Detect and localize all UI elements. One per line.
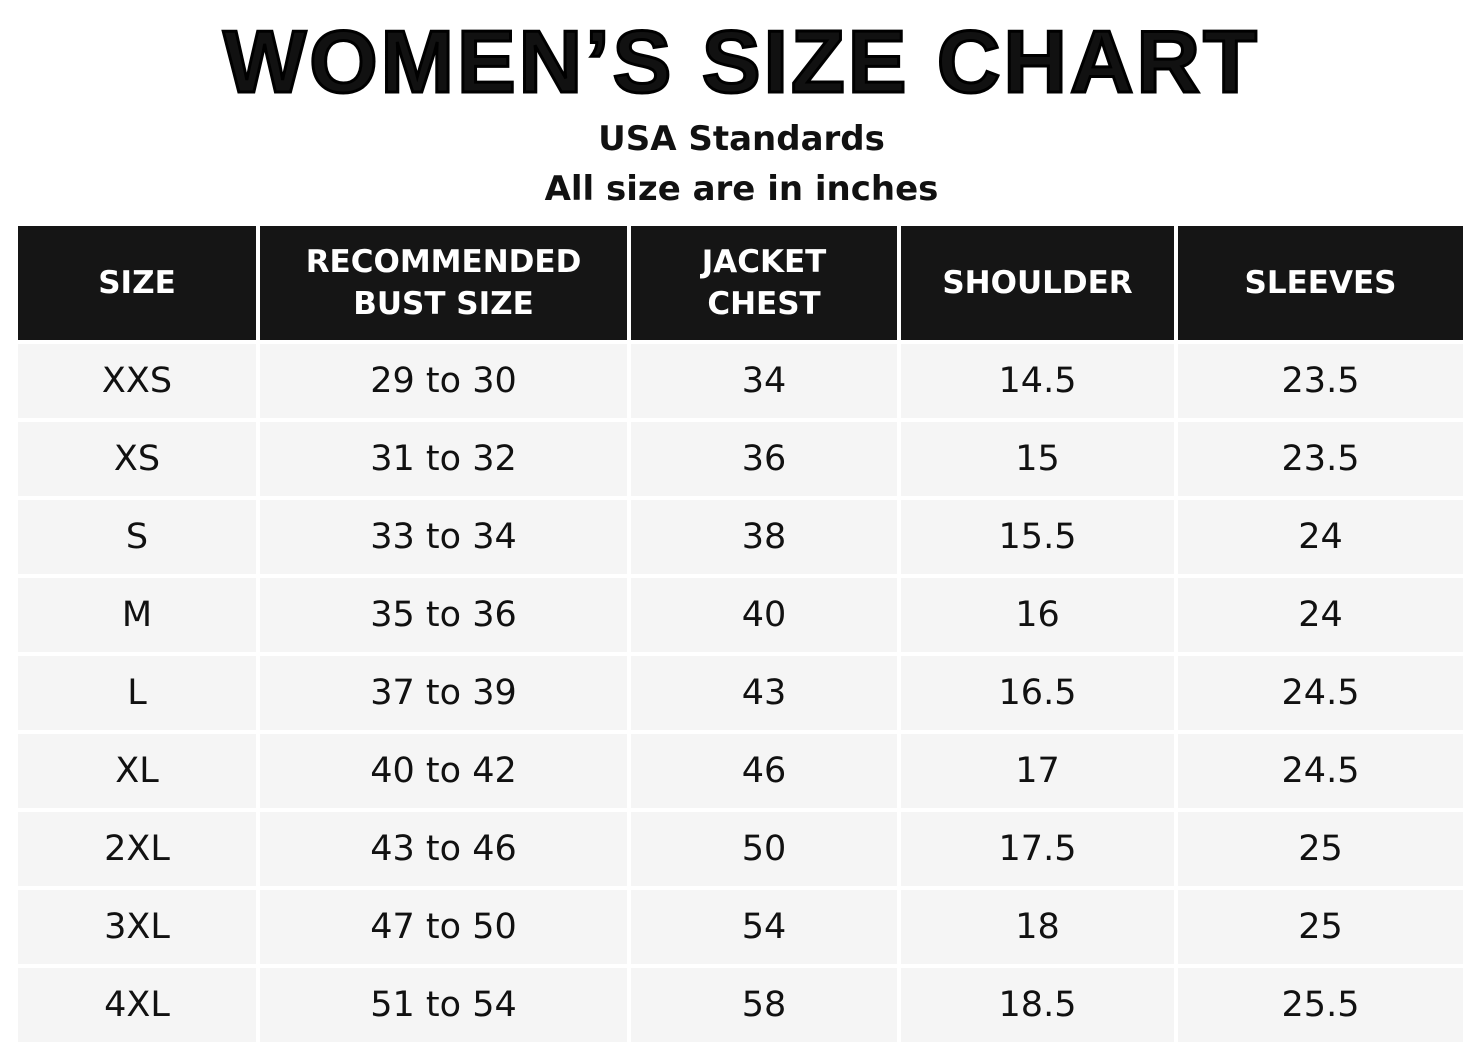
table-cell: 34	[631, 344, 897, 418]
table-cell: 46	[631, 734, 897, 808]
size-table: SIZE RECOMMENDED BUST SIZE JACKET CHEST SHO…	[18, 226, 1463, 1042]
column-header: SIZE	[18, 226, 256, 340]
title: WOMEN’S SIZE CHART	[222, 12, 1260, 111]
table-cell: 58	[631, 968, 897, 1042]
table-cell: 23.5	[1178, 344, 1463, 418]
table-cell: 43	[631, 656, 897, 730]
table-cell: 3XL	[18, 890, 256, 964]
table-cell: 18	[901, 890, 1174, 964]
table-cell: 24.5	[1178, 734, 1463, 808]
table-cell: 24.5	[1178, 656, 1463, 730]
table-cell: 43 to 46	[260, 812, 627, 886]
table-cell: S	[18, 500, 256, 574]
column-header: RECOMMENDED BUST SIZE	[260, 226, 627, 340]
table-cell: 14.5	[901, 344, 1174, 418]
table-cell: XL	[18, 734, 256, 808]
table-cell: 18.5	[901, 968, 1174, 1042]
table-cell: 37 to 39	[260, 656, 627, 730]
table-cell: 23.5	[1178, 422, 1463, 496]
table-cell: L	[18, 656, 256, 730]
table-cell: 24	[1178, 578, 1463, 652]
table-cell: 17.5	[901, 812, 1174, 886]
table-cell: 15	[901, 422, 1174, 496]
table-cell: 24	[1178, 500, 1463, 574]
table-cell: 33 to 34	[260, 500, 627, 574]
table-cell: 38	[631, 500, 897, 574]
table-cell: 47 to 50	[260, 890, 627, 964]
column-header: SLEEVES	[1178, 226, 1463, 340]
header-text: SIZE	[98, 265, 176, 301]
table-cell: 50	[631, 812, 897, 886]
table-cell: 40	[631, 578, 897, 652]
table-cell: M	[18, 578, 256, 652]
header-text: SLEEVES	[1244, 265, 1397, 301]
header-text: JACKET CHEST	[701, 244, 827, 322]
column-header: SHOULDER	[901, 226, 1174, 340]
table-cell: 51 to 54	[260, 968, 627, 1042]
table-cell: XS	[18, 422, 256, 496]
column-header: JACKET CHEST	[631, 226, 897, 340]
table-cell: 35 to 36	[260, 578, 627, 652]
table-cell: 31 to 32	[260, 422, 627, 496]
table-cell: 25.5	[1178, 968, 1463, 1042]
note: All size are in inches	[544, 169, 939, 209]
table-cell: 16	[901, 578, 1174, 652]
table-cell: 2XL	[18, 812, 256, 886]
table-cell: 36	[631, 422, 897, 496]
header-text: RECOMMENDED BUST SIZE	[305, 244, 582, 322]
table-cell: XXS	[18, 344, 256, 418]
subtitle: USA Standards	[598, 119, 885, 159]
table-cell: 29 to 30	[260, 344, 627, 418]
table-cell: 16.5	[901, 656, 1174, 730]
table-cell: 25	[1178, 812, 1463, 886]
table-cell: 17	[901, 734, 1174, 808]
table-cell: 54	[631, 890, 897, 964]
table-cell: 25	[1178, 890, 1463, 964]
table-cell: 40 to 42	[260, 734, 627, 808]
header-text: SHOULDER	[942, 265, 1133, 301]
table-cell: 15.5	[901, 500, 1174, 574]
table-cell: 4XL	[18, 968, 256, 1042]
